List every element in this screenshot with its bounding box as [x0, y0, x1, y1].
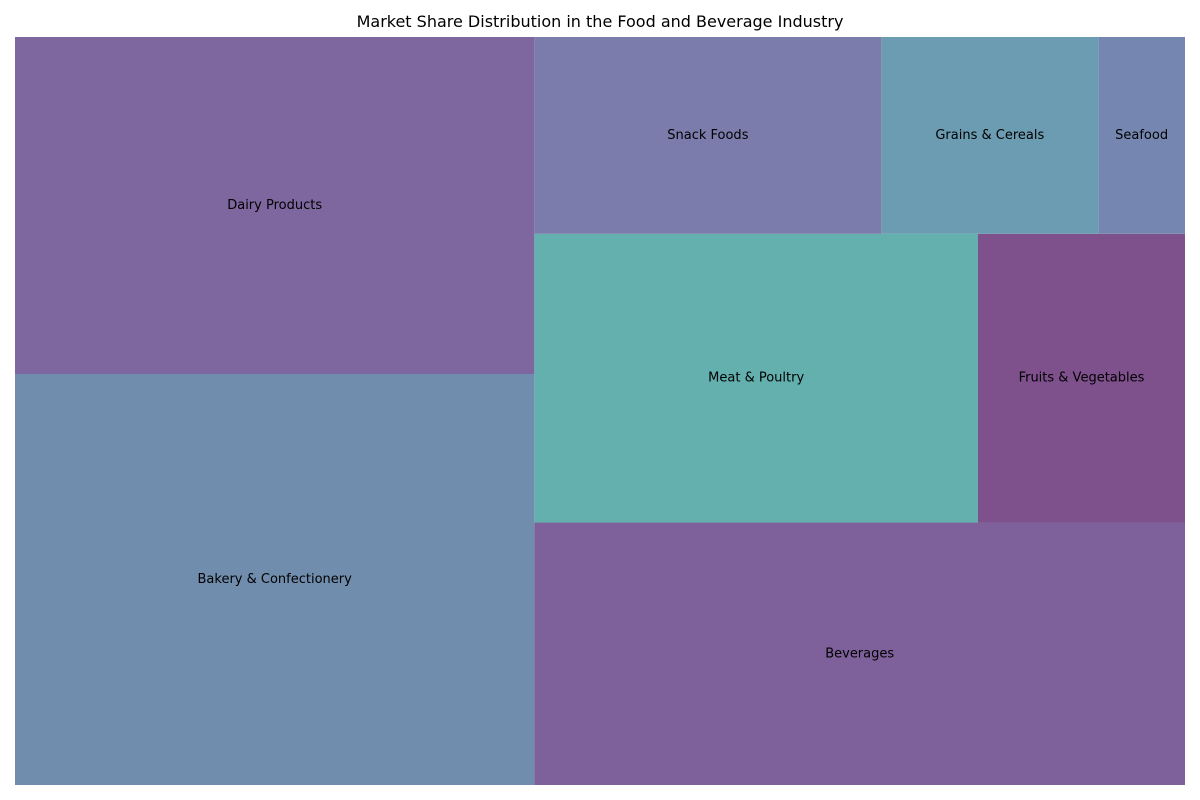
- tile-dairy-products: [15, 37, 535, 375]
- tile-fruits-vegetables: [977, 233, 1185, 523]
- tile-label-seafood: Seafood: [1115, 128, 1168, 143]
- tile-meat-poultry: [534, 233, 978, 523]
- tile-seafood: [1098, 37, 1185, 234]
- treemap-tiles: Bakery & Confectionery Dairy Products Beve…: [15, 37, 1185, 785]
- tile-label-snack-foods: Snack Foods: [667, 128, 748, 143]
- tile-grains-cereals: [881, 37, 1099, 234]
- tile-label-beverages: Beverages: [825, 646, 894, 661]
- tile-snack-foods: [534, 37, 882, 234]
- tile-label-bakery-confectionery: Bakery & Confectionery: [198, 572, 353, 587]
- tile-bakery-confectionery: [15, 374, 535, 785]
- tile-label-dairy-products: Dairy Products: [227, 198, 322, 213]
- tile-label-meat-poultry: Meat & Poultry: [708, 371, 804, 386]
- tile-label-grains-cereals: Grains & Cereals: [935, 128, 1044, 143]
- tile-label-fruits-vegetables: Fruits & Vegetables: [1019, 371, 1145, 386]
- tile-beverages: [534, 522, 1185, 785]
- chart-title: Market Share Distribution in the Food an…: [356, 12, 844, 31]
